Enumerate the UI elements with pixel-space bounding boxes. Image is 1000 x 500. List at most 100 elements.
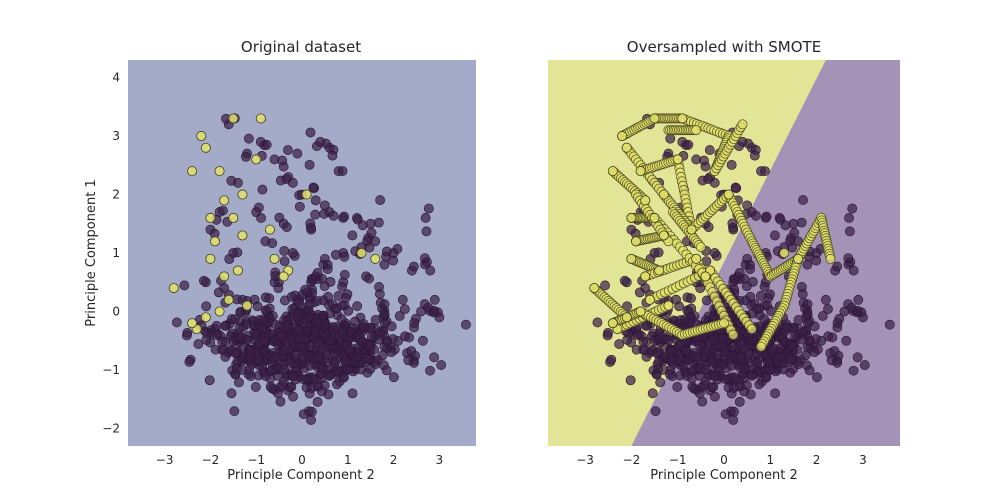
minority-point xyxy=(686,224,697,235)
majority-point xyxy=(382,336,393,347)
majority-point xyxy=(745,389,756,400)
majority-point xyxy=(313,318,324,329)
minority-point xyxy=(370,253,381,264)
majority-point xyxy=(809,347,820,358)
majority-point xyxy=(749,299,760,309)
x-tick-label: 1 xyxy=(766,453,774,467)
majority-point xyxy=(337,281,347,292)
majority-point xyxy=(286,334,297,345)
majority-point xyxy=(418,335,428,346)
majority-point xyxy=(201,301,212,312)
majority-point xyxy=(279,256,290,267)
majority-point xyxy=(848,365,859,376)
minority-point xyxy=(621,312,632,323)
majority-point xyxy=(734,396,745,407)
minority-point xyxy=(626,212,637,223)
majority-point xyxy=(243,133,254,144)
majority-point xyxy=(798,195,808,205)
majority-point xyxy=(258,314,269,325)
minority-point xyxy=(640,271,651,282)
majority-point xyxy=(760,166,770,177)
synthetic-minority-point xyxy=(737,119,748,130)
majority-point xyxy=(884,319,895,330)
majority-point xyxy=(226,388,237,399)
x-tick-label: 0 xyxy=(298,453,306,467)
majority-point xyxy=(344,345,354,356)
majority-point xyxy=(639,345,650,356)
majority-point xyxy=(294,201,305,212)
minority-point xyxy=(219,195,230,206)
majority-point xyxy=(363,354,374,364)
majority-point xyxy=(820,294,831,305)
y-tick-label: 0 xyxy=(112,304,120,318)
majority-point xyxy=(775,351,786,362)
majority-point xyxy=(352,351,363,362)
majority-point xyxy=(220,321,230,331)
majority-point xyxy=(419,253,430,263)
majority-point xyxy=(420,213,431,223)
majority-point xyxy=(261,139,272,150)
majority-point xyxy=(213,287,224,298)
minority-point xyxy=(672,154,683,165)
x-tick-label: −1 xyxy=(247,453,265,467)
majority-point xyxy=(797,282,807,292)
majority-point xyxy=(403,355,414,366)
minority-point xyxy=(264,224,275,235)
minority-point xyxy=(228,113,239,124)
majority-point xyxy=(281,174,292,185)
majority-point xyxy=(641,321,652,331)
majority-point xyxy=(267,238,278,249)
majority-point xyxy=(313,352,324,363)
x-tick-label: −3 xyxy=(576,453,594,467)
majority-point xyxy=(279,365,290,375)
majority-point xyxy=(745,264,755,275)
minority-point xyxy=(242,300,253,311)
majority-point xyxy=(304,388,315,399)
majority-point xyxy=(232,247,243,258)
majority-point xyxy=(680,314,690,325)
majority-point xyxy=(347,388,358,399)
majority-point xyxy=(304,159,315,170)
majority-point xyxy=(408,261,419,272)
minority-point xyxy=(219,271,230,282)
majority-point xyxy=(226,314,237,324)
chart-title: Original dataset xyxy=(241,38,361,56)
majority-point xyxy=(218,205,228,216)
x-tick-label: 1 xyxy=(344,453,352,467)
majority-point xyxy=(739,344,749,354)
majority-point xyxy=(804,365,815,376)
majority-point xyxy=(310,195,321,206)
majority-point xyxy=(605,357,615,367)
majority-point xyxy=(342,289,353,300)
majority-point xyxy=(324,370,335,381)
x-axis-label: Principle Component 2 xyxy=(650,468,797,483)
panel-original-dataset: Original dataset Principle Component 2 P… xyxy=(84,38,476,483)
minority-point xyxy=(617,131,628,142)
minority-point xyxy=(278,271,289,282)
majority-point xyxy=(843,253,854,263)
synthetic-minority-point xyxy=(691,125,702,136)
majority-point xyxy=(366,227,377,238)
majority-point xyxy=(666,353,677,363)
majority-point xyxy=(338,326,349,336)
majority-point xyxy=(329,331,340,342)
majority-point xyxy=(181,330,192,341)
majority-point xyxy=(726,159,737,170)
majority-point xyxy=(281,222,292,233)
majority-point xyxy=(229,406,240,417)
majority-point xyxy=(310,209,321,220)
majority-point xyxy=(802,309,813,320)
majority-point xyxy=(829,346,840,356)
minority-point xyxy=(626,253,637,264)
majority-point xyxy=(250,328,261,339)
minority-point xyxy=(723,189,734,200)
majority-point xyxy=(218,345,229,356)
y-tick-label: 1 xyxy=(112,246,120,260)
majority-point xyxy=(811,255,822,266)
majority-point xyxy=(292,148,303,159)
majority-point xyxy=(333,291,344,301)
majority-point xyxy=(298,409,309,419)
minority-point xyxy=(301,189,312,200)
majority-point xyxy=(763,356,773,367)
